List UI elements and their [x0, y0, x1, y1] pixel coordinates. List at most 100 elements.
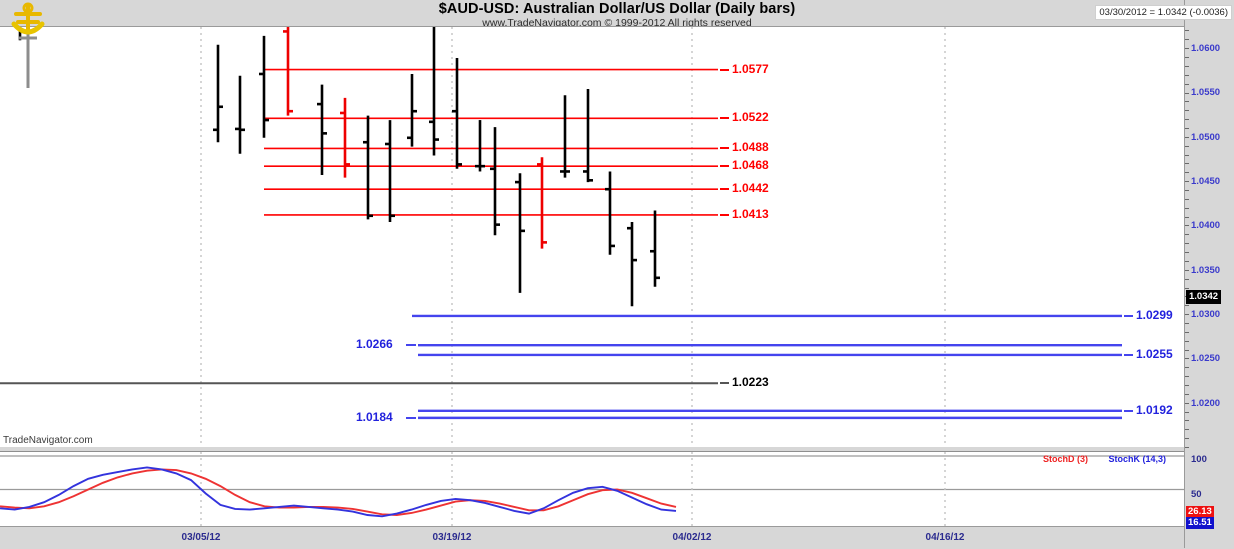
axis-minor-tick	[1185, 198, 1189, 200]
stoch-tick-50: 50	[1191, 489, 1202, 500]
support-label-3: 1.0192	[1136, 402, 1173, 417]
ohlc-bar-17	[583, 89, 593, 183]
price-tick-1.0550: 1.0550	[1191, 87, 1221, 99]
axis-minor-tick	[1185, 243, 1189, 245]
axis-minor-tick	[1185, 119, 1189, 121]
axis-minor-tick	[1185, 278, 1189, 280]
support-label-dash-r-0	[1124, 314, 1133, 317]
axis-minor-tick	[1185, 48, 1189, 50]
ohlc-bar-16	[560, 95, 570, 178]
date-tick-03/19/12: 03/19/12	[432, 532, 472, 543]
ohlc-bar-13	[490, 127, 500, 236]
axis-minor-tick	[1185, 127, 1189, 129]
resistance-label-dash-3	[720, 165, 729, 168]
ohlc-bar-2	[235, 75, 245, 154]
resistance-label-dash-5	[720, 213, 729, 216]
axis-minor-tick	[1185, 65, 1189, 67]
ohlc-bar-9	[407, 73, 417, 147]
pitchfork-tool-icon[interactable]	[6, 0, 52, 92]
legend-stoch-k: StochK (14,3)	[1108, 454, 1166, 464]
date-axis[interactable]: 03/05/12 03/19/12 04/02/12 04/16/12	[0, 526, 1184, 549]
axis-minor-tick	[1185, 74, 1189, 76]
ohlc-bar-14	[515, 173, 525, 293]
resistance-label-0: 1.0577	[732, 61, 769, 76]
ohlc-bar-8	[385, 120, 395, 222]
axis-minor-tick	[1185, 367, 1189, 369]
ohlc-bar-10	[429, 27, 439, 156]
axis-minor-tick	[1185, 322, 1189, 324]
ohlc-bar-19	[627, 221, 637, 307]
axis-minor-tick	[1185, 385, 1189, 386]
ohlc-bar-3	[259, 35, 269, 138]
axis-minor-tick	[1185, 163, 1189, 165]
axis-minor-tick	[1185, 402, 1189, 404]
resistance-label-dash-0	[720, 68, 729, 71]
axis-minor-tick	[1185, 145, 1189, 147]
pivot-label-0: 1.0223	[732, 375, 769, 390]
support-label-dash-r-3	[1124, 409, 1133, 412]
resistance-label-4: 1.0442	[732, 181, 769, 196]
pane-divider	[0, 447, 1184, 451]
stoch-k-line	[0, 466, 677, 518]
axis-minor-tick	[1185, 252, 1189, 253]
pivot-label-dash-0	[720, 382, 729, 385]
axis-minor-tick	[1185, 234, 1189, 236]
ohlc-bar-15	[537, 157, 547, 249]
axis-minor-tick	[1185, 305, 1189, 307]
axis-minor-tick	[1185, 260, 1189, 262]
axis-minor-tick	[1185, 376, 1189, 378]
axis-minor-tick	[1185, 92, 1189, 94]
price-tick-1.0400: 1.0400	[1191, 220, 1221, 232]
support-label-1: 1.0266	[356, 337, 393, 352]
stochastic-plot	[0, 452, 1184, 527]
axis-minor-tick	[1185, 393, 1189, 395]
axis-minor-tick	[1185, 269, 1189, 271]
support-label-dash-r-2	[1124, 353, 1133, 356]
ohlc-bar-5	[317, 84, 327, 176]
page-title: $AUD-USD: Australian Dollar/US Dollar (D…	[438, 1, 796, 17]
date-tick-03/05/12: 03/05/12	[181, 532, 221, 543]
resistance-label-dash-4	[720, 188, 729, 191]
price-tick-1.0350: 1.0350	[1191, 264, 1221, 276]
stoch-d-value-tag: 26.13	[1186, 506, 1214, 518]
ohlc-bar-1	[213, 44, 223, 143]
price-tick-1.0250: 1.0250	[1191, 353, 1221, 365]
quote-readout: 03/30/2012 = 1.0342 (-0.0036)	[1095, 5, 1232, 20]
stoch-tick-100: 100	[1191, 454, 1207, 465]
axis-minor-tick	[1185, 101, 1189, 103]
price-axis[interactable]: 03/30/2012 = 1.0342 (-0.0036) 1.0600 1.05…	[1095, 0, 1234, 548]
resistance-label-dash-1	[720, 117, 729, 120]
support-label-dash-l-4	[406, 416, 416, 419]
date-tick-04/16/12: 04/16/12	[925, 532, 965, 543]
resistance-label-2: 1.0488	[732, 140, 769, 155]
date-tick-04/02/12: 04/02/12	[672, 532, 712, 543]
ohlc-bar-11	[452, 58, 462, 169]
resistance-label-dash-2	[720, 147, 729, 150]
axis-minor-tick	[1185, 216, 1189, 218]
axis-minor-tick	[1185, 429, 1189, 431]
stoch-k-value-tag: 16.51	[1186, 517, 1214, 529]
axis-minor-tick	[1185, 411, 1189, 413]
axis-minor-tick	[1185, 154, 1189, 156]
ohlc-bar-12	[475, 120, 485, 172]
axis-minor-tick	[1185, 438, 1189, 440]
axis-minor-tick	[1185, 57, 1189, 58]
axis-minor-tick	[1185, 110, 1189, 112]
axis-minor-tick	[1185, 172, 1189, 174]
ohlc-bar-7	[363, 115, 373, 220]
price-tick-1.0600: 1.0600	[1191, 43, 1221, 55]
legend-stoch-d: StochD (3)	[1043, 454, 1088, 464]
axis-minor-tick	[1185, 349, 1189, 351]
axis-minor-tick	[1185, 207, 1189, 209]
stoch-d-line	[0, 468, 677, 516]
stochastic-pane[interactable]: StochD (3) StochK (14,3)	[0, 451, 1184, 527]
axis-minor-tick	[1185, 340, 1189, 342]
support-label-0: 1.0299	[1136, 307, 1173, 322]
ohlc-bar-20	[650, 210, 660, 287]
price-pane[interactable]: 1.0577 1.0522 1.0488 1.0468 1.0442 1.0413 1.02…	[0, 26, 1184, 448]
axis-minor-tick	[1185, 447, 1189, 448]
price-tick-1.0200: 1.0200	[1191, 397, 1221, 409]
axis-minor-tick	[1185, 314, 1189, 316]
price-plot	[0, 27, 1122, 448]
price-tick-1.0300: 1.0300	[1191, 309, 1221, 321]
